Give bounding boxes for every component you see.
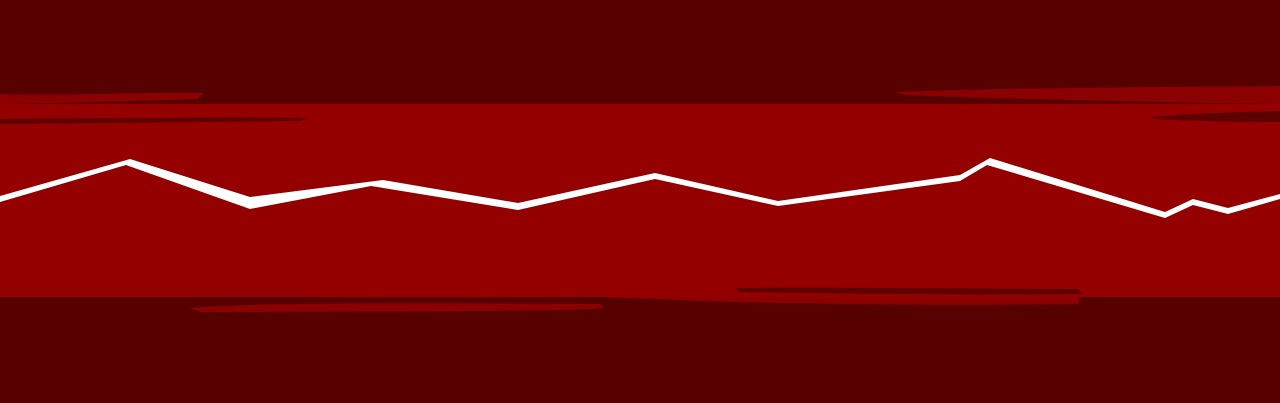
red-band bbox=[0, 104, 1280, 297]
brush-stroke-bottom-right bbox=[600, 297, 1080, 305]
brush-stroke-bottom-left bbox=[190, 303, 604, 312]
brush-stroke-top-right bbox=[895, 86, 1280, 104]
zigzag-pulse-line bbox=[0, 158, 1280, 218]
brush-stroke-top-right-shadow bbox=[1150, 111, 1280, 122]
brush-stroke-top-left-shadow bbox=[0, 117, 308, 124]
brush-stroke-bottom-right-shadow bbox=[735, 287, 1082, 295]
brush-stroke-top-left bbox=[0, 92, 204, 104]
